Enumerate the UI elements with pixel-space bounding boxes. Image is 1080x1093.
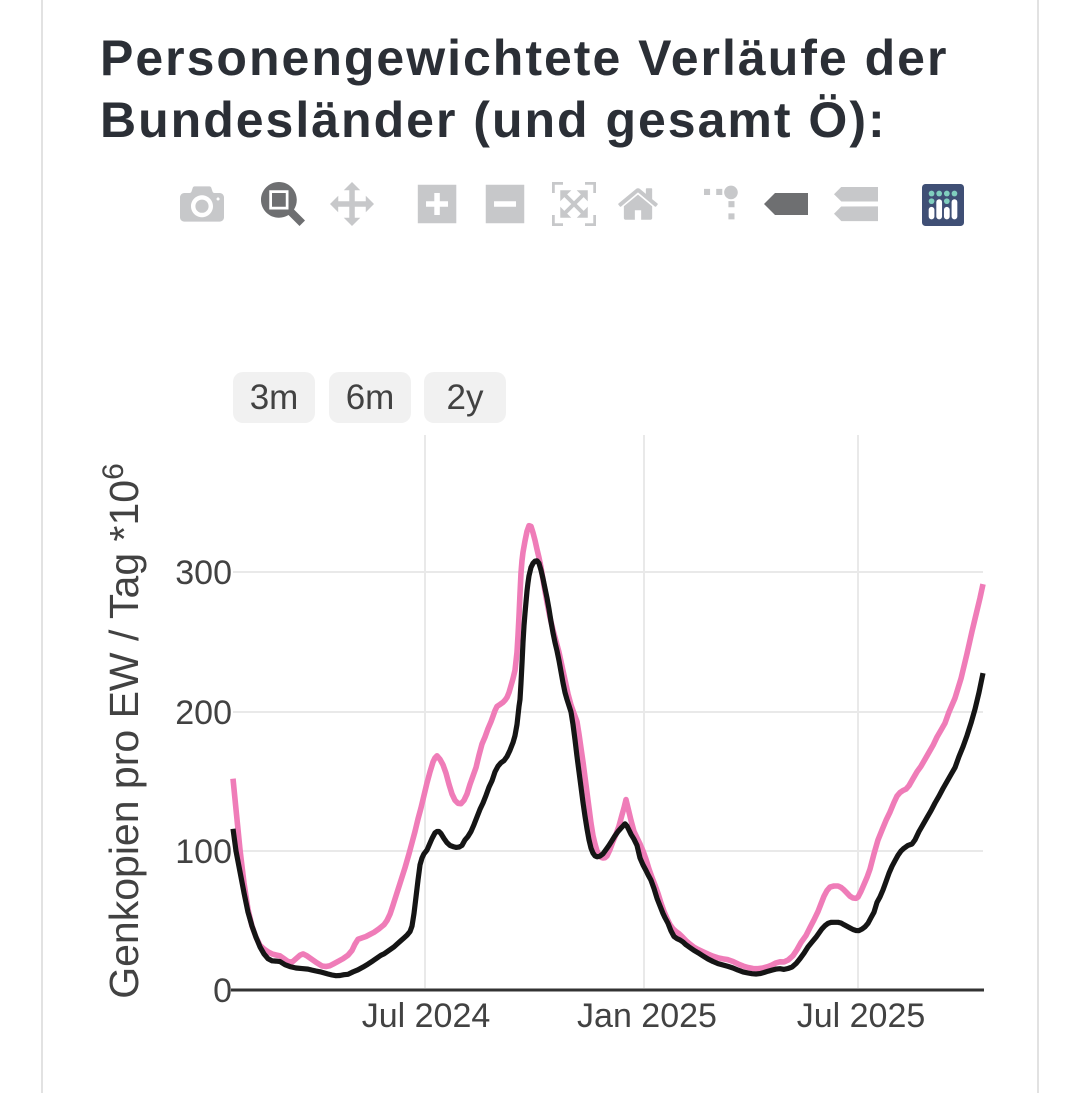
svg-text:Jul 2024: Jul 2024 — [362, 997, 491, 1035]
svg-text:100: 100 — [175, 833, 232, 871]
svg-text:Jul 2025: Jul 2025 — [797, 997, 926, 1035]
svg-text:Genkopien pro EW / Tag *106: Genkopien pro EW / Tag *106 — [97, 463, 147, 999]
svg-text:200: 200 — [175, 694, 232, 732]
svg-text:0: 0 — [213, 972, 232, 1010]
svg-text:300: 300 — [175, 554, 232, 592]
svg-text:Jan 2025: Jan 2025 — [577, 997, 717, 1035]
